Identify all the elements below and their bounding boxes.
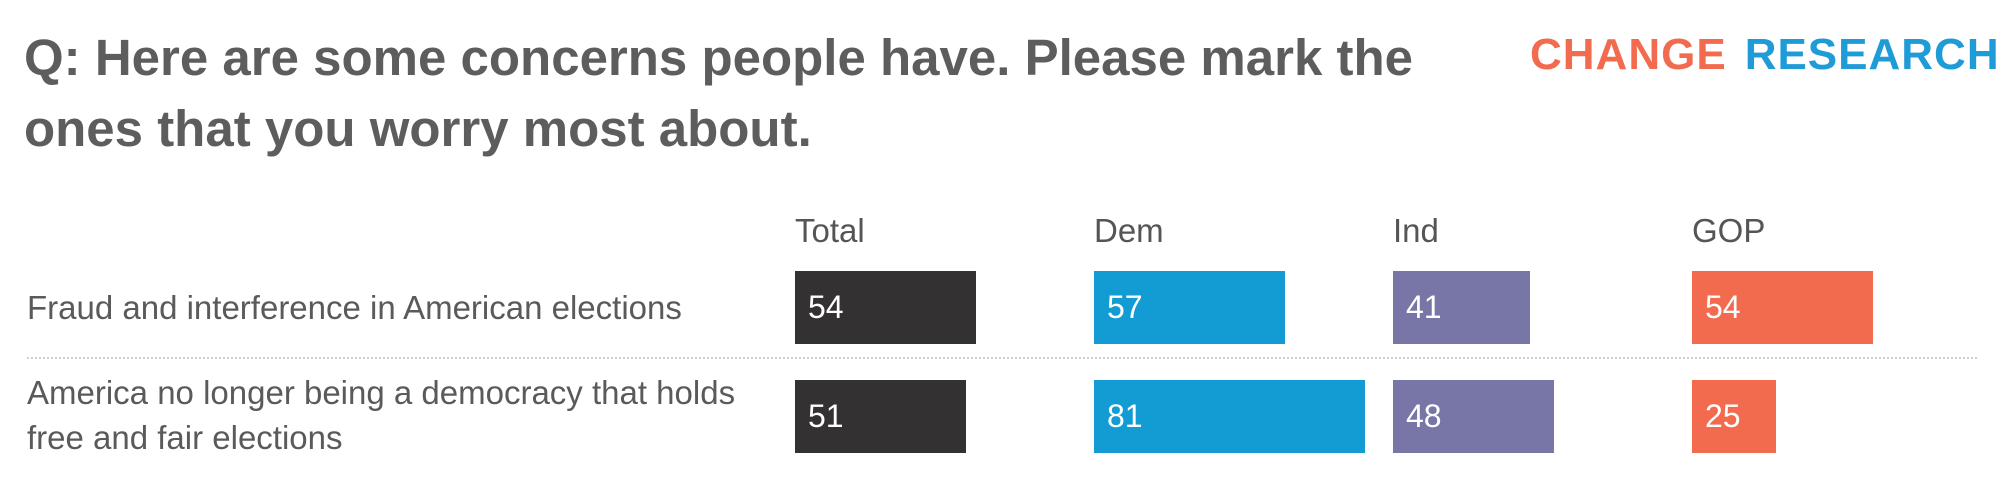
- column-header-ind: Ind: [1393, 212, 1439, 249]
- logo-word-change: CHANGE: [1530, 30, 1727, 79]
- row-label-2: America no longer being a democracy that…: [27, 374, 736, 456]
- bar-total-row-1: 54: [795, 271, 976, 344]
- column-header-gop: GOP: [1692, 212, 1766, 249]
- bar-dem-row-2: 81: [1094, 380, 1365, 453]
- bar-ind-row-1: 41: [1393, 271, 1530, 344]
- column-header-total: Total: [795, 212, 865, 249]
- bar-value-label: 25: [1705, 398, 1741, 434]
- bar-value-label: 54: [808, 289, 844, 325]
- row-divider: [27, 357, 1977, 359]
- bar-total-row-2: 51: [795, 380, 966, 453]
- logo-word-research: RESEARCH: [1744, 30, 2000, 79]
- column-header-dem: Dem: [1094, 212, 1164, 249]
- bar-value-label: 41: [1406, 289, 1442, 325]
- bar-gop-row-1: 54: [1692, 271, 1873, 344]
- bar-value-label: 48: [1406, 398, 1442, 434]
- row-label-1: Fraud and interference in American elect…: [27, 289, 682, 326]
- chart-title: Q: Here are some concerns people have. P…: [24, 29, 1413, 157]
- bar-gop-row-2: 25: [1692, 380, 1776, 453]
- bar-value-label: 57: [1107, 289, 1143, 325]
- bar-ind-row-2: 48: [1393, 380, 1554, 453]
- brand-logo: CHANGERESEARCH™: [1530, 30, 2000, 80]
- bar-value-label: 81: [1107, 398, 1143, 434]
- bar-dem-row-1: 57: [1094, 271, 1285, 344]
- bar-value-label: 51: [808, 398, 844, 434]
- bar-value-label: 54: [1705, 289, 1741, 325]
